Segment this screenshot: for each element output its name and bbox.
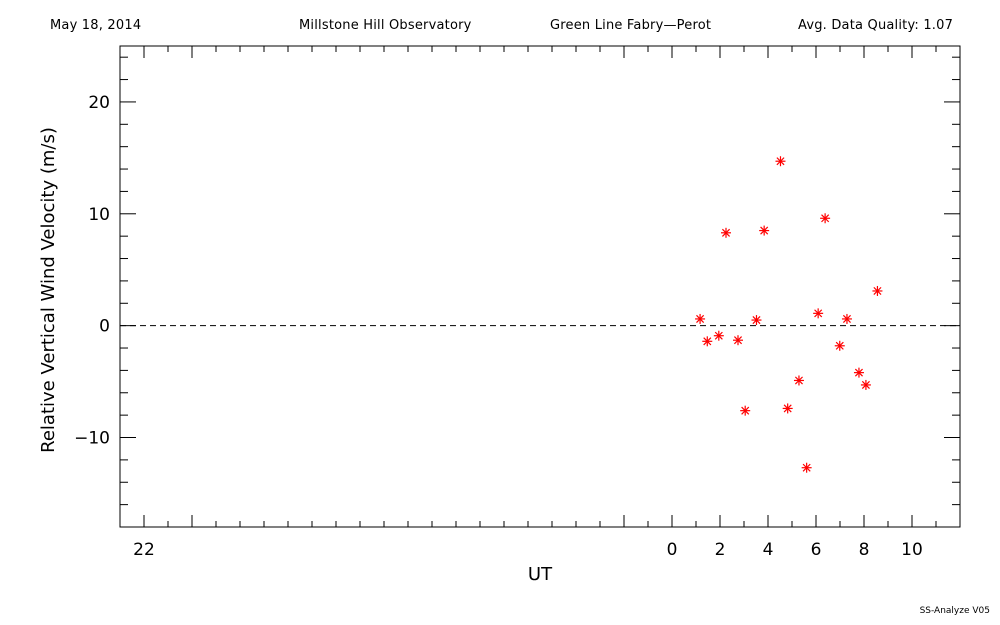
data-point [782, 403, 793, 414]
x-tick-label: 0 [667, 540, 678, 560]
data-point [695, 313, 706, 324]
data-point [820, 213, 831, 224]
x-tick-label: 2 [715, 540, 726, 560]
data-point [775, 156, 786, 167]
x-axis-label: UT [528, 564, 553, 585]
y-tick-label: 10 [88, 205, 110, 225]
x-tick-labels: 22 0 2 4 6 8 10 [133, 540, 923, 560]
header-data-quality: Avg. Data Quality: 1.07 [798, 18, 954, 33]
data-point [853, 367, 864, 378]
data-point [793, 375, 804, 386]
data-point [872, 285, 883, 296]
header-instrument: Green Line Fabry—Perot [550, 18, 712, 33]
y-tick-labels: 20 10 0 −10 [74, 93, 110, 449]
data-markers [695, 156, 883, 473]
data-point [860, 379, 871, 390]
x-tick-label: 10 [901, 540, 923, 560]
plot-frame [119, 45, 961, 528]
axis-ticks [119, 46, 961, 527]
x-tick-label: 4 [763, 540, 774, 560]
header-observatory: Millstone Hill Observatory [299, 18, 472, 33]
software-version: SS-Analyze V05 [919, 606, 990, 616]
data-point [713, 330, 724, 341]
data-point [834, 340, 845, 351]
data-point [813, 308, 824, 319]
data-point [801, 462, 812, 473]
x-tick-label: 8 [859, 540, 870, 560]
y-tick-label: 20 [88, 93, 110, 113]
y-axis-label: Relative Vertical Wind Velocity (m/s) [38, 127, 59, 453]
header-date: May 18, 2014 [50, 18, 142, 33]
data-point [841, 313, 852, 324]
data-point [702, 336, 713, 347]
data-point [751, 315, 762, 326]
x-tick-label: 6 [811, 540, 822, 560]
data-point [733, 335, 743, 346]
data-point [740, 405, 751, 416]
y-tick-label: −10 [74, 429, 110, 449]
data-point [759, 225, 770, 236]
data-point [721, 227, 731, 238]
y-tick-label: 0 [99, 317, 110, 337]
x-tick-label: 22 [133, 540, 155, 560]
